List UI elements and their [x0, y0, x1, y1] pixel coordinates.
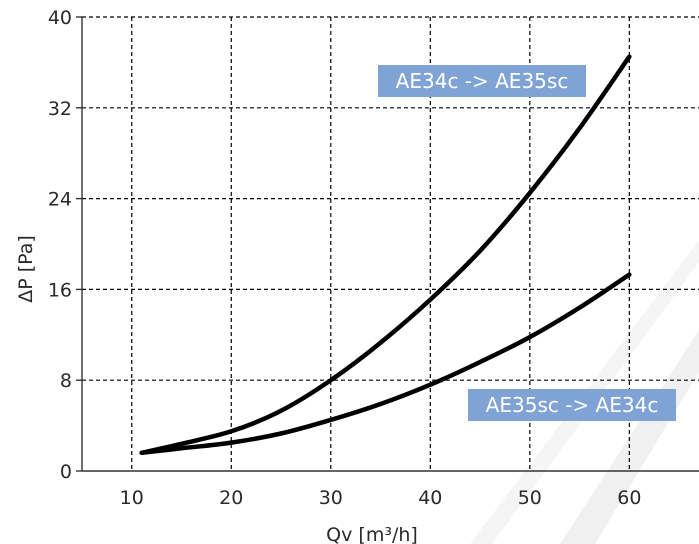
y-tick-label: 24 — [48, 189, 72, 211]
series-lines — [139, 54, 632, 456]
series-label-text: AE34c -> AE35sc — [396, 69, 569, 93]
series-labels: AE34c -> AE35sc AE35sc -> AE34c — [378, 65, 676, 421]
x-tick-labels: 10 20 30 40 50 60 — [120, 487, 642, 509]
series-label-2: AE35sc -> AE34c — [468, 389, 676, 421]
series-label-box — [378, 65, 586, 97]
x-tick-label: 60 — [617, 487, 641, 509]
series-label-1: AE34c -> AE35sc — [378, 65, 586, 97]
y-tick-label: 16 — [48, 279, 72, 301]
x-axis-title: Qv [m³/h] — [326, 524, 418, 544]
series-line-2 — [139, 272, 632, 456]
y-tick-label: 8 — [60, 370, 72, 392]
y-tick-labels: 0 8 16 24 32 40 — [48, 7, 82, 483]
series-label-text: AE35sc -> AE34c — [486, 393, 659, 417]
x-tick-label: 20 — [219, 487, 243, 509]
series-line-1 — [139, 54, 632, 456]
y-tick-label: 0 — [60, 461, 72, 483]
x-tick-label: 50 — [518, 487, 542, 509]
x-tick-label: 10 — [120, 487, 144, 509]
x-tick-label: 40 — [418, 487, 442, 509]
y-tick-label: 32 — [48, 98, 72, 120]
axes — [81, 17, 699, 472]
y-tick-label: 40 — [48, 7, 72, 29]
x-tick-label: 30 — [319, 487, 343, 509]
y-axis-title: ΔP [Pa] — [15, 235, 37, 303]
series-label-box — [468, 389, 676, 421]
